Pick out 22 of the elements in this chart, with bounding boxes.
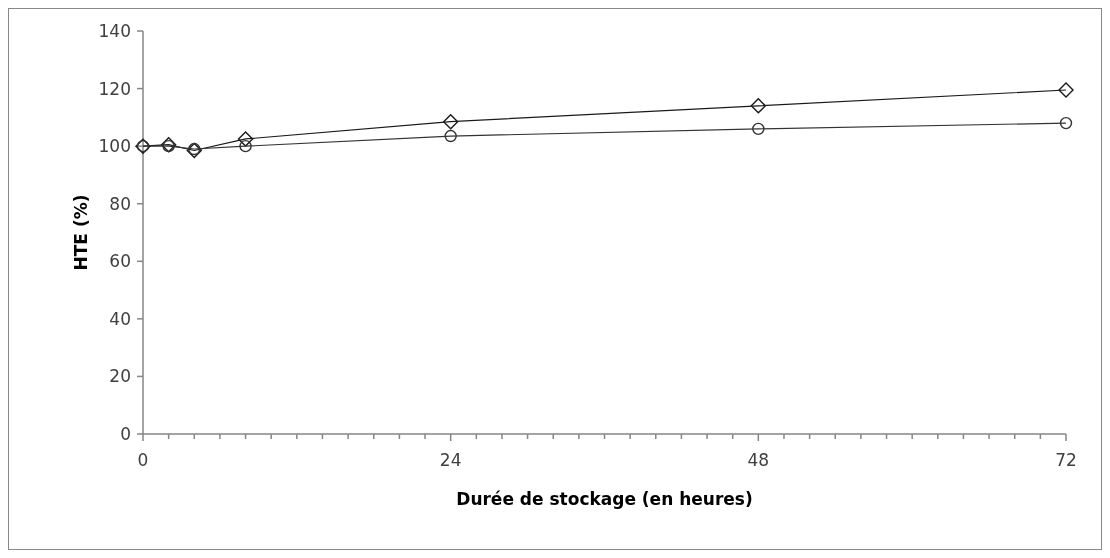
y-tick-label: 40 [109,308,131,329]
y-tick-label: 140 [98,20,131,41]
y-tick-label: 0 [120,423,131,444]
point [752,122,765,136]
x-axis-title: Durée de stockage (en heures) [456,489,753,509]
x-tick-label: 72 [1055,450,1077,470]
y-tick-label: 80 [109,193,131,214]
point [237,131,254,147]
point [239,139,252,153]
y-tick-label: 120 [98,78,131,99]
y-tick-label: 100 [98,136,131,157]
y-tick-label: 20 [109,366,131,387]
point [442,113,459,130]
point [1059,116,1073,130]
x-tick-label: 24 [439,450,462,470]
point [444,129,457,143]
y-axis-title: HTE (%) [71,194,91,271]
point [750,98,767,114]
point [1058,82,1074,98]
y-tick-label: 60 [109,251,131,272]
x-tick-label: 48 [747,450,770,470]
x-tick-label: 0 [137,450,149,470]
